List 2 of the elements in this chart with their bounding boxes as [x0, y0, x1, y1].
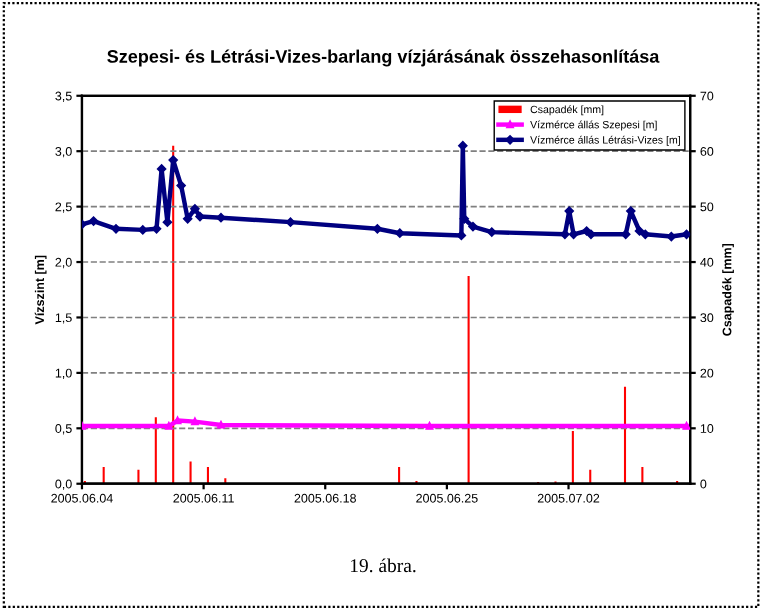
text: 19. ábra.	[350, 558, 416, 573]
chart-title: Szepesi- és Létrási-Vizes-barlang vízjárásának összehasonlítása	[107, 49, 660, 67]
